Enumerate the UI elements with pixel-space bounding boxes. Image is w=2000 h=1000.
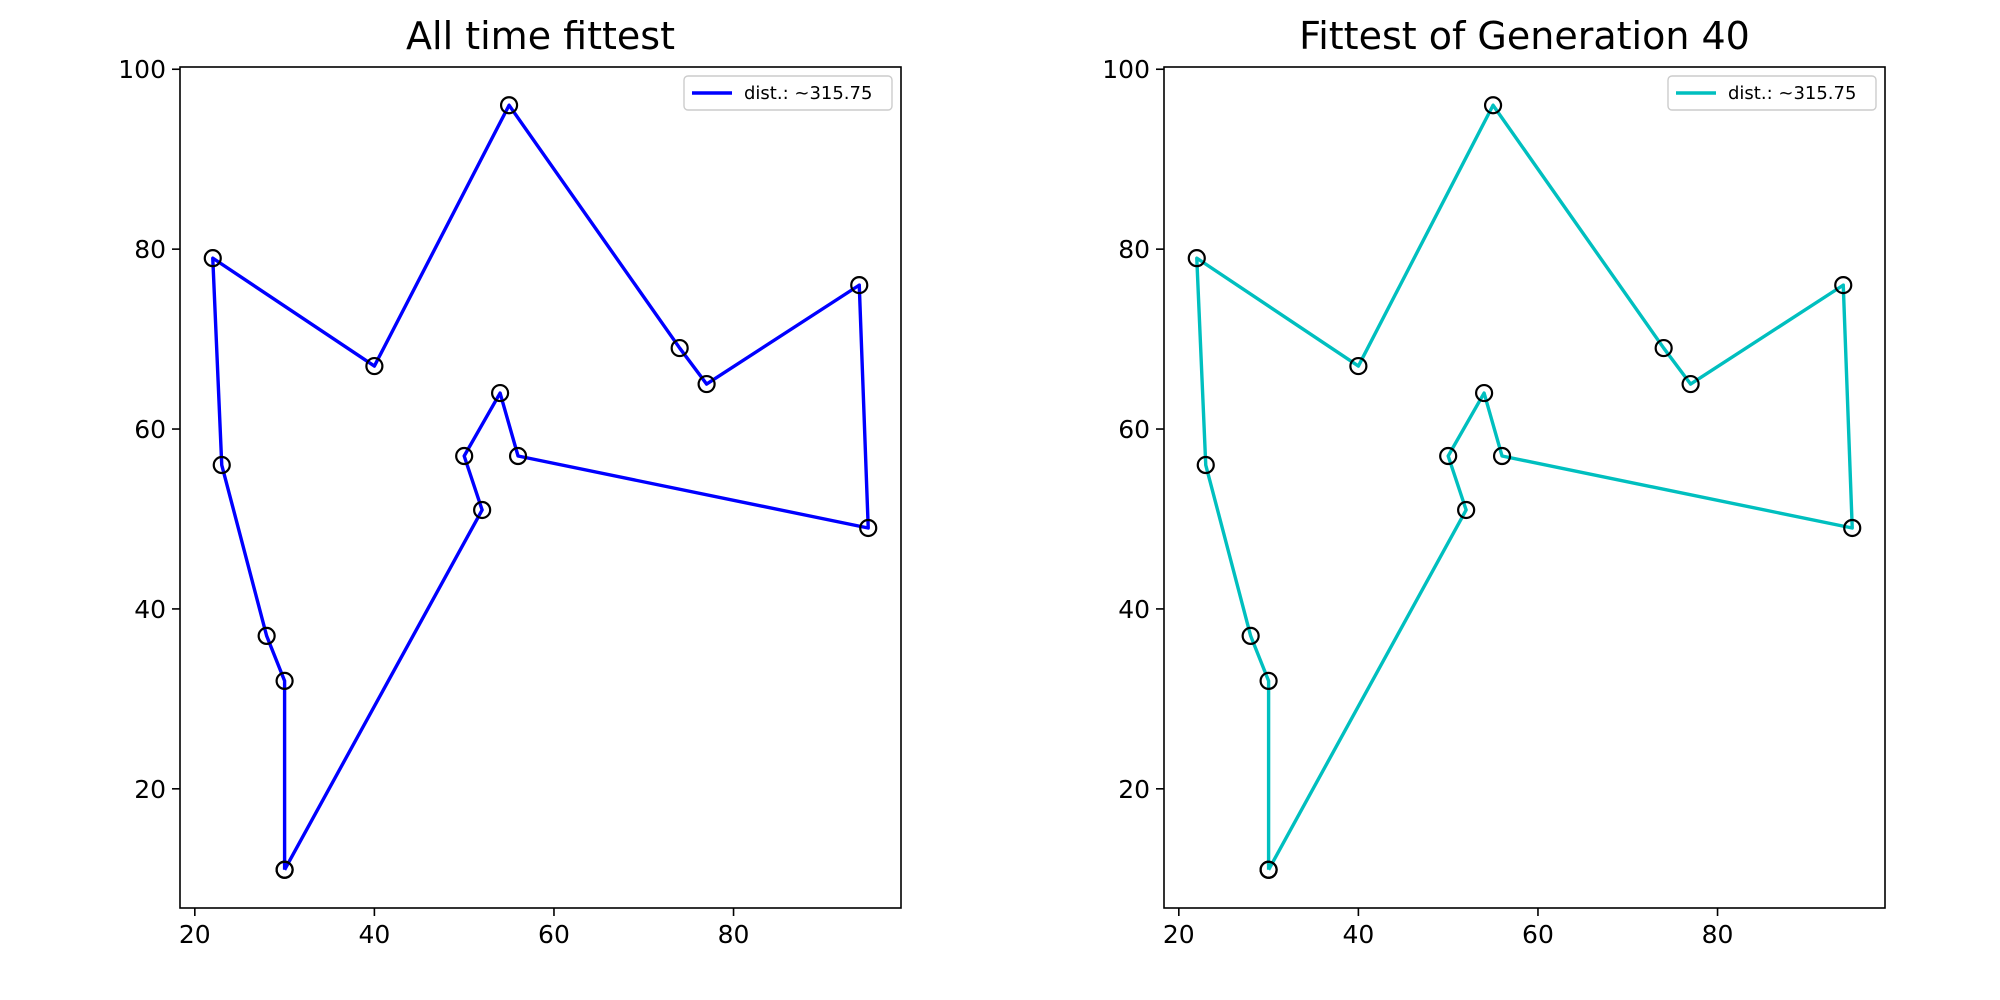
city-marker (1241, 626, 1260, 646)
city-marker (365, 356, 384, 376)
city-marker (697, 374, 716, 394)
city-marker (859, 518, 878, 538)
city-marker (1457, 500, 1476, 520)
legend-box (1667, 75, 1877, 111)
legend-label: dist.: ~315.75 (744, 83, 872, 104)
y-tick-label: 20 (1118, 775, 1150, 804)
y-axis: 20 40 60 80 100 (118, 55, 180, 804)
city-marker (1196, 455, 1215, 475)
y-tick-label: 60 (1118, 415, 1150, 444)
city-marker (1349, 356, 1368, 376)
city-marker (1654, 338, 1673, 358)
x-tick-label: 80 (1702, 920, 1734, 949)
y-tick-label: 80 (1118, 235, 1150, 264)
city-marker (499, 96, 519, 115)
x-axis: 20 40 60 80 (1163, 908, 1734, 949)
city-marker (1259, 860, 1278, 879)
city-marker (491, 383, 510, 403)
x-tick-label: 60 (538, 920, 570, 949)
y-tick-label: 100 (1102, 55, 1150, 84)
city-marker (1187, 249, 1206, 268)
city-marker (1474, 383, 1494, 403)
city-marker (275, 671, 294, 690)
x-tick-label: 60 (1522, 920, 1554, 949)
chart-title: All time fittest (406, 14, 675, 58)
city-marker (257, 626, 276, 646)
city-marker (1439, 446, 1458, 466)
chart-title: Fittest of Generation 40 (1299, 14, 1750, 58)
route-line (211, 103, 870, 871)
y-tick-label: 40 (134, 595, 166, 624)
city-marker (508, 446, 528, 466)
panel-all-time-fittest: All time fittest 20 40 60 80 20 40 60 80 100 di… (118, 14, 902, 949)
city-marker (1492, 446, 1512, 466)
x-tick-label: 40 (1342, 920, 1374, 949)
city-marker (275, 860, 294, 879)
y-tick-label: 80 (134, 235, 166, 264)
y-axis: 20 40 60 80 100 (1102, 55, 1164, 804)
x-tick-label: 20 (179, 920, 211, 949)
y-tick-label: 60 (134, 415, 166, 444)
legend: dist.: ~315.75 (1667, 75, 1877, 111)
axes-frame (179, 66, 902, 909)
city-marker (455, 446, 474, 466)
city-marker (1843, 518, 1862, 538)
route-layer (1195, 103, 1854, 871)
city-markers (1187, 96, 1862, 879)
y-tick-label: 100 (118, 55, 166, 84)
route-layer (211, 103, 870, 871)
city-marker (1259, 671, 1278, 690)
x-tick-label: 20 (1163, 920, 1195, 949)
y-tick-label: 20 (134, 775, 166, 804)
city-marker (1834, 276, 1853, 295)
x-tick-label: 40 (358, 920, 390, 949)
panel-fittest-of-generation: Fittest of Generation 40 20 40 60 80 20 40 60… (1102, 14, 1886, 949)
city-marker (203, 249, 222, 268)
city-marker (1681, 374, 1700, 394)
city-markers (203, 96, 878, 879)
legend-label: dist.: ~315.75 (1728, 83, 1856, 104)
legend: dist.: ~315.75 (683, 75, 893, 111)
city-marker (473, 500, 492, 520)
city-marker (850, 276, 869, 295)
x-axis: 20 40 60 80 (179, 908, 750, 949)
city-marker (212, 455, 231, 475)
x-tick-label: 80 (718, 920, 750, 949)
city-marker (1483, 96, 1503, 115)
route-line (1195, 103, 1854, 871)
axes-frame (1163, 66, 1886, 909)
y-tick-label: 40 (1118, 595, 1150, 624)
city-marker (670, 338, 689, 358)
legend-box (683, 75, 893, 111)
